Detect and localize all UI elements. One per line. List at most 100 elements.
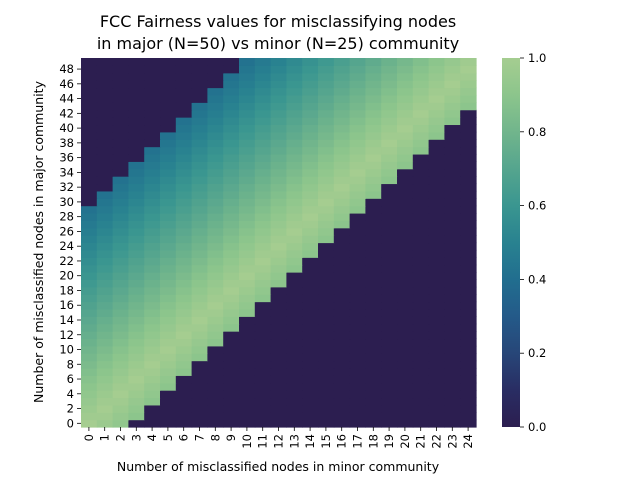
heatmap-cell <box>270 109 287 118</box>
heatmap-cell <box>428 264 445 273</box>
heatmap-cell <box>144 338 161 347</box>
heatmap-cell <box>381 146 398 155</box>
x-tick-label: 23 <box>445 434 459 449</box>
heatmap-cell <box>239 294 256 303</box>
heatmap-cell <box>160 345 177 354</box>
heatmap-cell <box>160 397 177 406</box>
heatmap-cell <box>144 242 161 251</box>
heatmap-cell <box>144 286 161 295</box>
heatmap-cell <box>144 183 161 192</box>
heatmap-cell <box>207 65 224 74</box>
heatmap-cell <box>96 404 114 413</box>
heatmap-cell <box>365 220 382 229</box>
heatmap-cell <box>381 131 398 140</box>
heatmap-cell <box>239 353 256 362</box>
heatmap-cell <box>81 412 98 421</box>
heatmap-cell <box>381 190 398 199</box>
heatmap-cell <box>397 205 414 214</box>
heatmap-cell <box>223 382 240 391</box>
heatmap-cell <box>96 272 114 280</box>
heatmap-cell <box>96 235 114 244</box>
heatmap-cell <box>207 308 224 317</box>
heatmap-cell <box>239 102 256 111</box>
heatmap-cell <box>349 131 366 140</box>
heatmap-cell <box>160 124 177 133</box>
heatmap-cell <box>302 109 319 118</box>
heatmap-cell <box>444 286 461 295</box>
heatmap-cell <box>96 345 114 354</box>
heatmap-cell <box>286 279 303 288</box>
heatmap-cell <box>349 117 366 126</box>
heatmap-cell <box>302 375 319 384</box>
heatmap-cell <box>81 272 98 280</box>
heatmap-cell <box>207 212 224 221</box>
heatmap-cell <box>175 65 193 74</box>
heatmap-cell <box>349 190 366 199</box>
heatmap-cell <box>318 161 335 170</box>
heatmap-cell <box>160 301 177 310</box>
heatmap-cell <box>128 80 145 89</box>
heatmap-cell <box>333 382 351 391</box>
y-tick-label: 26 <box>59 224 74 238</box>
heatmap-cell <box>96 294 114 303</box>
heatmap-cell <box>112 279 129 288</box>
heatmap-cell <box>96 109 114 118</box>
heatmap-cell <box>397 80 414 89</box>
x-tick-label: 16 <box>335 434 349 449</box>
heatmap-cell <box>428 109 445 118</box>
heatmap-cell <box>349 94 366 103</box>
heatmap-cell <box>160 94 177 103</box>
heatmap-cell <box>239 161 256 170</box>
heatmap-cell <box>286 80 303 89</box>
heatmap-cell <box>239 382 256 391</box>
heatmap-cell <box>223 257 240 266</box>
heatmap-cell <box>81 353 98 362</box>
heatmap-cell <box>175 316 193 325</box>
heatmap-cell <box>254 279 272 288</box>
heatmap-cell <box>175 390 193 399</box>
heatmap-cell <box>412 242 430 251</box>
heatmap-cell <box>175 183 193 192</box>
heatmap-cell <box>365 419 382 428</box>
heatmap-cell <box>412 360 430 369</box>
heatmap-cell <box>191 249 208 258</box>
heatmap-cell <box>112 286 129 295</box>
y-axis-label: Number of misclassified nodes in major c… <box>31 80 46 403</box>
heatmap-cell <box>397 301 414 310</box>
heatmap-cell <box>412 139 430 148</box>
heatmap-cell <box>365 286 382 295</box>
heatmap-cell <box>207 286 224 295</box>
heatmap-cell <box>191 176 208 185</box>
heatmap-cell <box>81 323 98 332</box>
heatmap-cell <box>175 190 193 199</box>
heatmap-cell <box>160 375 177 384</box>
heatmap-cell <box>81 153 98 162</box>
heatmap-cell <box>160 146 177 155</box>
heatmap-cell <box>112 176 129 185</box>
heatmap-cell <box>397 390 414 399</box>
heatmap-cell <box>397 124 414 133</box>
heatmap-cell <box>160 257 177 266</box>
heatmap-cell <box>381 168 398 177</box>
heatmap-cell <box>128 279 145 288</box>
x-tick-label: 4 <box>145 434 159 441</box>
heatmap-cell <box>223 58 240 66</box>
heatmap-cell <box>160 205 177 214</box>
heatmap-cell <box>160 102 177 111</box>
heatmap-cell <box>96 205 114 214</box>
heatmap-cell <box>112 338 129 347</box>
heatmap-cell <box>160 161 177 170</box>
heatmap-cell <box>254 146 272 155</box>
heatmap-cell <box>175 249 193 258</box>
heatmap-cell <box>254 65 272 74</box>
colorbar-tick-label: 0.8 <box>528 125 546 139</box>
heatmap-cell <box>160 131 177 140</box>
heatmap-cell <box>349 308 366 317</box>
heatmap-cell <box>112 139 129 148</box>
heatmap-cell <box>191 161 208 170</box>
heatmap-cell <box>318 323 335 332</box>
heatmap-cell <box>365 124 382 133</box>
heatmap-cell <box>460 257 477 266</box>
heatmap-cell <box>239 338 256 347</box>
heatmap-cell <box>412 331 430 340</box>
